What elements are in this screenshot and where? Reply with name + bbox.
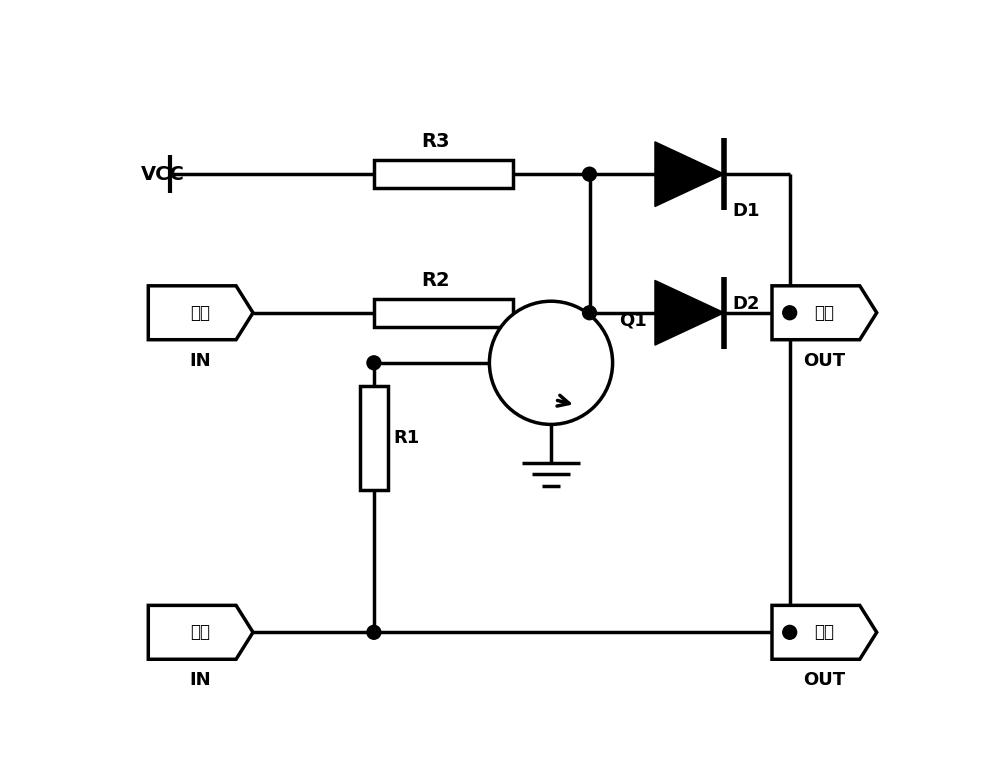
Text: VCC: VCC bbox=[141, 165, 185, 183]
Circle shape bbox=[583, 306, 596, 320]
Text: D2: D2 bbox=[732, 295, 759, 313]
Circle shape bbox=[367, 356, 381, 370]
Polygon shape bbox=[655, 142, 724, 206]
Bar bbox=[360, 386, 388, 490]
Text: OUT: OUT bbox=[803, 671, 845, 689]
Polygon shape bbox=[772, 286, 877, 339]
Circle shape bbox=[583, 167, 596, 181]
Circle shape bbox=[367, 626, 381, 639]
Text: R1: R1 bbox=[393, 429, 419, 447]
Bar bbox=[374, 299, 512, 327]
Text: 后退: 后退 bbox=[191, 623, 211, 641]
Polygon shape bbox=[148, 605, 253, 659]
Circle shape bbox=[783, 626, 797, 639]
Text: Q1: Q1 bbox=[619, 311, 647, 329]
Polygon shape bbox=[148, 286, 253, 339]
Circle shape bbox=[489, 301, 613, 424]
Text: D1: D1 bbox=[732, 202, 759, 220]
Text: 前进: 前进 bbox=[191, 303, 211, 321]
Polygon shape bbox=[655, 281, 724, 345]
Text: R2: R2 bbox=[421, 270, 450, 289]
Circle shape bbox=[783, 306, 797, 320]
Polygon shape bbox=[772, 605, 877, 659]
Text: 后退: 后退 bbox=[814, 623, 834, 641]
Text: OUT: OUT bbox=[803, 351, 845, 369]
Text: IN: IN bbox=[190, 671, 211, 689]
Text: 前进: 前进 bbox=[814, 303, 834, 321]
Text: R3: R3 bbox=[421, 132, 450, 151]
Text: IN: IN bbox=[190, 351, 211, 369]
Bar bbox=[374, 160, 512, 188]
